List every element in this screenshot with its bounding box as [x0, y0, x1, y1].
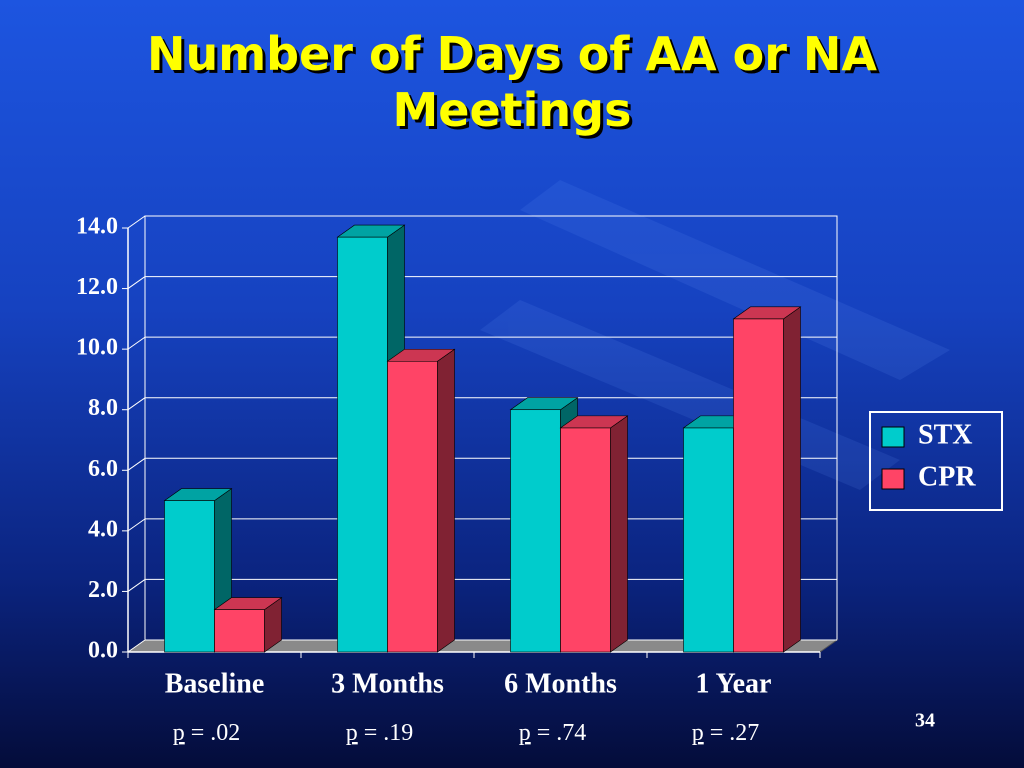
bar-group	[213, 597, 283, 653]
legend-label: CPR	[918, 461, 976, 492]
bar	[164, 500, 215, 653]
annotation-text: = .19	[364, 720, 414, 746]
y-tick-label: 12.0	[76, 274, 118, 300]
grid-line-side	[127, 579, 146, 592]
x-tick-label: Baseline	[165, 668, 265, 699]
y-tick-label: 2.0	[88, 577, 118, 603]
bar	[214, 609, 265, 653]
legend-label: STX	[918, 419, 972, 450]
grid-line-side	[127, 639, 146, 653]
y-tick-label: 8.0	[88, 395, 118, 421]
slide-number: 34	[915, 710, 935, 732]
bar	[337, 236, 388, 653]
y-tick-label: 6.0	[88, 456, 118, 482]
legend-swatch	[881, 426, 905, 448]
x-tick-label: 1 Year	[696, 668, 772, 699]
annotation: p = .74	[519, 720, 587, 746]
grid-line-side	[127, 518, 146, 532]
bar-top	[509, 397, 579, 411]
bar	[683, 427, 734, 653]
y-tick-label: 0.0	[88, 638, 118, 664]
legend-box	[869, 411, 1003, 511]
bar-side	[610, 415, 628, 653]
y-tick-label: 4.0	[88, 516, 118, 542]
bar-top	[732, 306, 802, 320]
y-tick-label: 10.0	[76, 335, 118, 361]
annotation: p = .02	[173, 720, 241, 746]
bar-top	[559, 415, 629, 429]
legend-swatch	[881, 468, 905, 490]
annotation-symbol: p	[346, 720, 358, 746]
grid-line-side	[127, 276, 146, 289]
bar-side	[783, 306, 801, 653]
bar-group	[163, 487, 233, 653]
grid-line-side	[127, 457, 146, 471]
bar	[387, 360, 438, 653]
annotation-symbol: p	[692, 720, 704, 746]
bar	[510, 409, 561, 653]
bar-group	[386, 348, 456, 653]
annotation-symbol: p	[173, 720, 185, 746]
bar-group	[559, 415, 629, 653]
annotation-text: = .74	[537, 720, 587, 746]
bar-top	[163, 488, 233, 501]
bar-group	[732, 306, 802, 653]
bar-top	[213, 597, 283, 610]
annotation: p = .19	[346, 720, 414, 746]
annotation-text: = .02	[191, 720, 241, 746]
bar-side	[437, 348, 455, 653]
bar-top	[386, 348, 456, 362]
grid-line-side	[127, 215, 146, 229]
bar	[560, 427, 611, 653]
bar	[733, 318, 784, 653]
annotation-text: = .27	[710, 720, 760, 746]
x-tick-label: 3 Months	[331, 668, 444, 699]
grid-line-side	[127, 336, 146, 350]
chart-title: Number of Days of AA or NA Meetings	[146, 27, 878, 137]
annotation: p = .27	[692, 720, 760, 746]
y-tick-label: 14.0	[76, 214, 118, 240]
grid-line-side	[127, 397, 146, 411]
annotation-symbol: p	[519, 720, 531, 746]
bar-top	[336, 224, 406, 238]
x-tick-label: 6 Months	[504, 668, 617, 699]
